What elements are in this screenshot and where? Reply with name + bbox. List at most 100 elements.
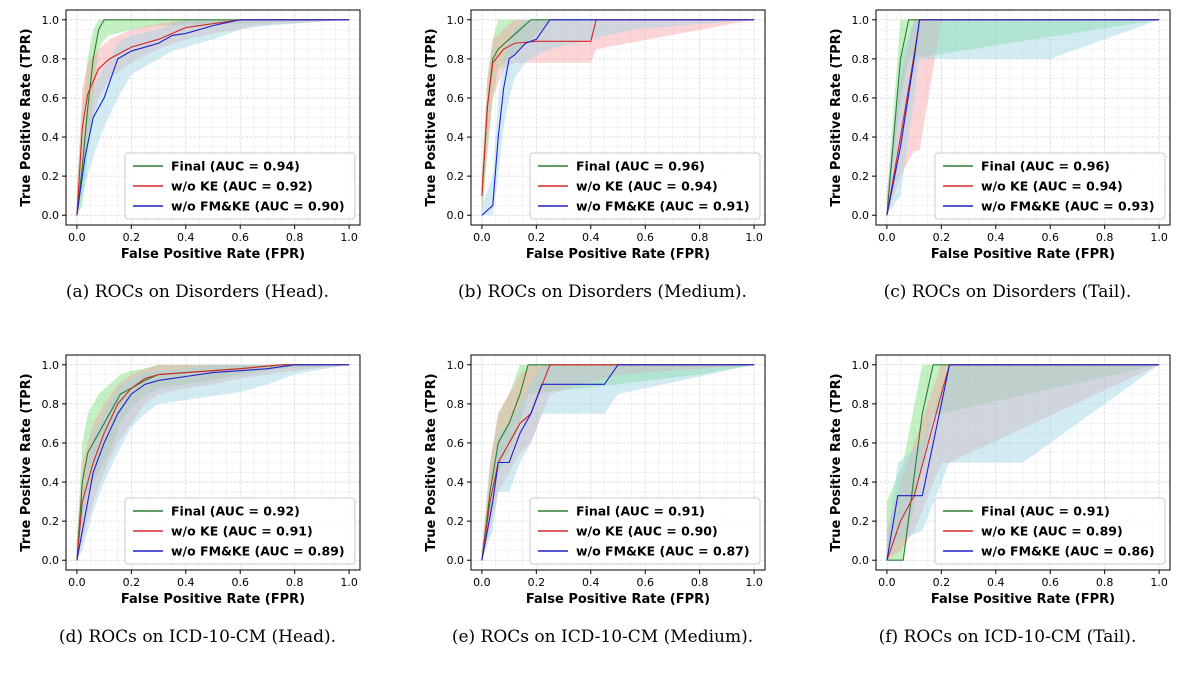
x-tick-label: 0.6 (636, 576, 654, 589)
x-tick-label: 0.6 (636, 231, 654, 244)
figure-caption: (a) ROCs on Disorders (Head). (65, 282, 330, 302)
x-axis-label: False Positive Rate (FPR) (526, 247, 710, 262)
y-tick-label: 0.4 (447, 131, 465, 144)
y-tick-label: 0.8 (852, 398, 870, 411)
y-tick-label: 0.2 (42, 170, 60, 183)
y-tick-label: 0.6 (42, 92, 60, 105)
x-tick-label: 0.0 (68, 576, 86, 589)
y-tick-label: 0.6 (852, 437, 870, 450)
x-tick-label: 0.6 (1041, 576, 1059, 589)
roc-chart: 0.0 0.2 0.4 0.6 0.8 1.0 0.0 0.2 0.4 0.6 0.8 1.0 Fals… (424, 354, 766, 607)
legend-entry: w/o KE (AUC = 0.91) (171, 524, 313, 539)
legend-entry: w/o FM&KE (AUC = 0.91) (576, 199, 750, 214)
y-tick-label: 1.0 (852, 359, 870, 372)
x-tick-label: 0.2 (528, 231, 546, 244)
y-tick-label: 0.2 (447, 515, 465, 528)
confidence-band (76, 364, 350, 561)
legend: Final (AUC = 0.92) w/o KE (AUC = 0.91) w/o… (124, 497, 356, 565)
x-tick-label: 0.2 (933, 231, 951, 244)
y-axis-label: True Positive Rate (TPR) (19, 28, 34, 206)
legend: Final (AUC = 0.91) w/o KE (AUC = 0.89) w/o… (934, 497, 1166, 565)
y-tick-label: 0.6 (447, 92, 465, 105)
y-tick-label: 1.0 (447, 359, 465, 372)
x-tick-label: 0.0 (473, 576, 491, 589)
x-axis-label: False Positive Rate (FPR) (931, 592, 1115, 607)
figure-caption: (e) ROCs on ICD-10-CM (Medium). (451, 627, 754, 647)
x-tick-label: 0.4 (177, 576, 195, 589)
confidence-band (886, 19, 1160, 216)
y-tick-label: 0.0 (447, 209, 465, 222)
x-tick-label: 0.8 (691, 231, 709, 244)
legend: Final (AUC = 0.96) w/o KE (AUC = 0.94) w/o… (934, 152, 1166, 220)
legend-entry: w/o KE (AUC = 0.90) (576, 524, 718, 539)
x-tick-label: 1.0 (340, 231, 358, 244)
confidence-band (481, 364, 755, 561)
roc-curve (481, 19, 755, 196)
y-axis-label: True Positive Rate (TPR) (829, 28, 844, 206)
x-tick-label: 1.0 (1150, 231, 1168, 244)
y-tick-label: 0.0 (42, 554, 60, 567)
y-tick-label: 0.0 (852, 209, 870, 222)
roc-panel: 0.0 0.2 0.4 0.6 0.8 1.0 0.0 0.2 0.4 0.6 0.8 1.0 Fals… (405, 345, 800, 675)
y-tick-label: 1.0 (447, 14, 465, 27)
roc-curve (76, 364, 350, 561)
legend-entry: w/o FM&KE (AUC = 0.90) (171, 199, 345, 214)
axes-frame (65, 354, 361, 571)
figure-caption: (d) ROCs on ICD-10-CM (Head). (58, 627, 337, 647)
y-tick-label: 0.2 (852, 170, 870, 183)
confidence-band (76, 19, 350, 216)
y-tick-label: 0.8 (447, 53, 465, 66)
y-axis-label: True Positive Rate (TPR) (829, 373, 844, 551)
roc-chart: 0.0 0.2 0.4 0.6 0.8 1.0 0.0 0.2 0.4 0.6 0.8 1.0 Fals… (424, 9, 766, 262)
roc-panel: 0.0 0.2 0.4 0.6 0.8 1.0 0.0 0.2 0.4 0.6 0.8 1.0 Fals… (405, 0, 800, 330)
roc-curve (481, 19, 755, 216)
legend-entry: Final (AUC = 0.94) (171, 159, 300, 174)
y-tick-label: 1.0 (852, 14, 870, 27)
legend: Final (AUC = 0.94) w/o KE (AUC = 0.92) w/o… (124, 152, 356, 220)
roc-chart: 0.0 0.2 0.4 0.6 0.8 1.0 0.0 0.2 0.4 0.6 0.8 1.0 Fals… (829, 9, 1171, 262)
roc-curve (76, 364, 350, 561)
legend-entry: w/o FM&KE (AUC = 0.86) (981, 544, 1155, 559)
roc-chart: 0.0 0.2 0.4 0.6 0.8 1.0 0.0 0.2 0.4 0.6 0.8 1.0 Fals… (19, 354, 361, 607)
x-tick-label: 0.4 (177, 231, 195, 244)
y-tick-label: 0.8 (852, 53, 870, 66)
roc-curve (886, 19, 1160, 216)
legend: Final (AUC = 0.96) w/o KE (AUC = 0.94) w/o… (529, 152, 761, 220)
y-tick-label: 0.6 (447, 437, 465, 450)
y-tick-label: 1.0 (42, 14, 60, 27)
y-tick-label: 0.8 (42, 53, 60, 66)
x-tick-label: 0.0 (68, 231, 86, 244)
y-tick-label: 0.0 (42, 209, 60, 222)
y-tick-label: 0.2 (447, 170, 465, 183)
x-tick-label: 0.0 (473, 231, 491, 244)
x-tick-label: 0.4 (987, 231, 1005, 244)
confidence-band (886, 364, 1160, 561)
axes-frame (65, 9, 361, 226)
roc-curve (481, 364, 755, 561)
x-tick-label: 0.8 (286, 576, 304, 589)
roc-chart: 0.0 0.2 0.4 0.6 0.8 1.0 0.0 0.2 0.4 0.6 0.8 1.0 Fals… (19, 9, 361, 262)
confidence-band (886, 19, 1160, 216)
legend-entry: w/o FM&KE (AUC = 0.93) (981, 199, 1155, 214)
y-tick-label: 0.2 (42, 515, 60, 528)
roc-curve (76, 19, 350, 216)
x-tick-label: 0.0 (878, 231, 896, 244)
roc-chart: 0.0 0.2 0.4 0.6 0.8 1.0 0.0 0.2 0.4 0.6 0.8 1.0 Fals… (829, 354, 1171, 607)
axes-frame (875, 354, 1171, 571)
y-tick-label: 0.6 (852, 92, 870, 105)
legend-entry: Final (AUC = 0.92) (171, 504, 300, 519)
x-tick-label: 1.0 (340, 576, 358, 589)
x-tick-label: 1.0 (1150, 576, 1168, 589)
figure-caption: (b) ROCs on Disorders (Medium). (458, 282, 747, 302)
y-tick-label: 0.4 (852, 131, 870, 144)
roc-curve (481, 364, 755, 561)
x-tick-label: 0.2 (123, 231, 141, 244)
x-tick-label: 1.0 (745, 576, 763, 589)
x-tick-label: 0.4 (582, 576, 600, 589)
x-axis-label: False Positive Rate (FPR) (121, 592, 305, 607)
x-axis-label: False Positive Rate (FPR) (121, 247, 305, 262)
x-tick-label: 0.6 (231, 576, 249, 589)
x-tick-label: 0.0 (878, 576, 896, 589)
x-tick-label: 0.8 (1096, 231, 1114, 244)
legend-entry: w/o KE (AUC = 0.92) (171, 179, 313, 194)
